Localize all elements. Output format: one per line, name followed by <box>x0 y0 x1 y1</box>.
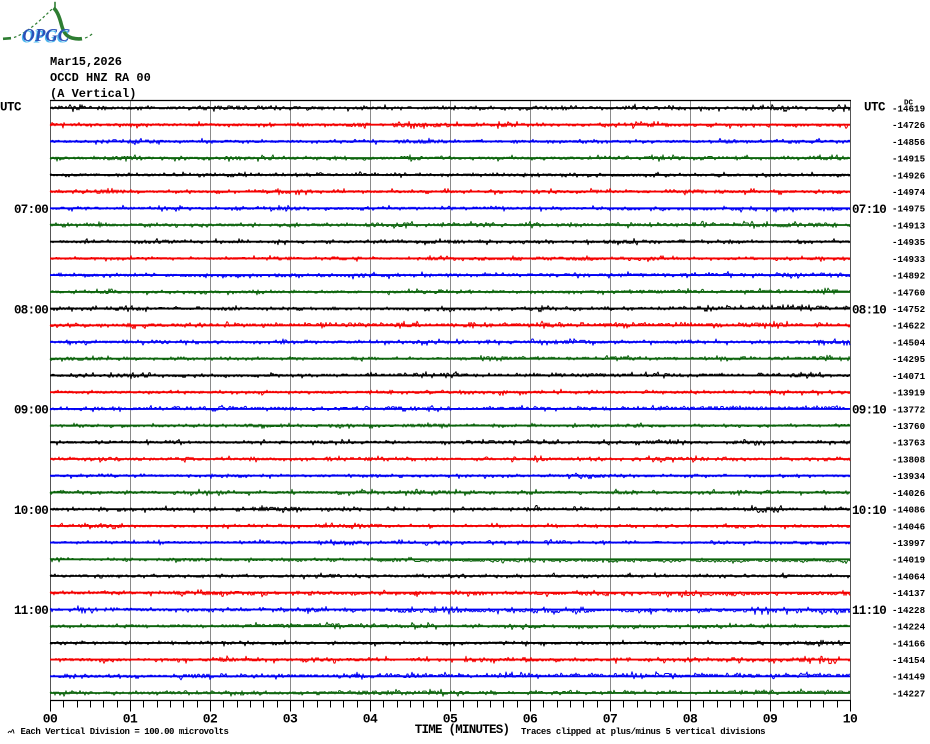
svg-text:OCCD HNZ RA 00: OCCD HNZ RA 00 <box>50 71 151 85</box>
svg-text:DC: DC <box>904 100 914 108</box>
svg-text:-14137: -14137 <box>892 588 925 599</box>
svg-text:TIME (MINUTES): TIME (MINUTES) <box>415 723 510 737</box>
svg-text:-14913: -14913 <box>892 220 926 231</box>
svg-text:-14856: -14856 <box>892 137 925 148</box>
svg-text:-14154: -14154 <box>892 655 926 666</box>
svg-text:-14026: -14026 <box>892 488 925 499</box>
svg-text:-13760: -13760 <box>892 421 925 432</box>
svg-text:09: 09 <box>763 712 778 727</box>
svg-text:-14892: -14892 <box>892 271 925 282</box>
svg-text:-14619: -14619 <box>892 103 925 114</box>
svg-text:-14149: -14149 <box>892 672 925 683</box>
svg-text:08:00: 08:00 <box>14 303 48 317</box>
svg-text:09:10: 09:10 <box>852 404 886 418</box>
svg-text:-14726: -14726 <box>892 120 925 131</box>
svg-text:-14166: -14166 <box>892 638 925 649</box>
svg-text:-14622: -14622 <box>892 321 925 332</box>
svg-text:10: 10 <box>843 712 858 727</box>
svg-text:UTC: UTC <box>0 101 22 115</box>
svg-text:-13772: -13772 <box>892 404 925 415</box>
svg-text:-14915: -14915 <box>892 154 926 165</box>
svg-text:-13763: -13763 <box>892 438 926 449</box>
svg-text:OPGC: OPGC <box>22 25 70 45</box>
svg-text:-14019: -14019 <box>892 555 925 566</box>
svg-text:07: 07 <box>603 712 618 727</box>
svg-text:11:10: 11:10 <box>852 604 886 618</box>
svg-text:-14228: -14228 <box>892 605 926 616</box>
svg-text:03: 03 <box>283 712 298 727</box>
svg-text:09:00: 09:00 <box>14 404 48 418</box>
svg-text:OPGC: OPGC <box>21 26 69 46</box>
svg-text:-14933: -14933 <box>892 254 926 265</box>
svg-text:11:00: 11:00 <box>14 604 48 618</box>
svg-text:-14760: -14760 <box>892 287 925 298</box>
svg-text:08:10: 08:10 <box>852 303 886 317</box>
svg-text:Traces clipped at plus/minus 5: Traces clipped at plus/minus 5 vertical … <box>521 727 765 737</box>
svg-text:06: 06 <box>523 712 538 727</box>
svg-text:-14086: -14086 <box>892 505 925 516</box>
svg-text:-14046: -14046 <box>892 521 925 532</box>
svg-text:-14975: -14975 <box>892 204 926 215</box>
svg-text:-13934: -13934 <box>892 471 926 482</box>
svg-text:08: 08 <box>683 712 698 727</box>
svg-text:10:00: 10:00 <box>14 504 48 518</box>
svg-text:-14935: -14935 <box>892 237 926 248</box>
svg-text:-14071: -14071 <box>892 371 926 382</box>
svg-text:-14926: -14926 <box>892 170 925 181</box>
svg-text:-14504: -14504 <box>892 337 926 348</box>
svg-text:01: 01 <box>123 712 138 727</box>
svg-text:04: 04 <box>363 712 378 727</box>
svg-text:00: 00 <box>43 712 58 727</box>
svg-text:-14224: -14224 <box>892 622 926 633</box>
svg-text:(A Vertical): (A Vertical) <box>50 87 136 101</box>
svg-text:-13997: -13997 <box>892 538 925 549</box>
svg-text:07:10: 07:10 <box>852 203 886 217</box>
svg-text:Each Vertical Division = 100.: Each Vertical Division = 100.00 microvol… <box>21 727 229 737</box>
svg-text:05: 05 <box>443 712 458 727</box>
svg-text:-14974: -14974 <box>892 187 926 198</box>
svg-text:07:00: 07:00 <box>14 203 48 217</box>
svg-text:Mar15,2026: Mar15,2026 <box>50 55 122 69</box>
svg-text:02: 02 <box>203 712 218 727</box>
svg-text:-14295: -14295 <box>892 354 926 365</box>
svg-text:-13919: -13919 <box>892 388 925 399</box>
svg-text:-14064: -14064 <box>892 571 926 582</box>
svg-text:UTC: UTC <box>864 101 886 115</box>
svg-text:-14752: -14752 <box>892 304 925 315</box>
svg-text:-13808: -13808 <box>892 454 926 465</box>
svg-text:-14227: -14227 <box>892 688 925 699</box>
svg-text:10:10: 10:10 <box>852 504 886 518</box>
